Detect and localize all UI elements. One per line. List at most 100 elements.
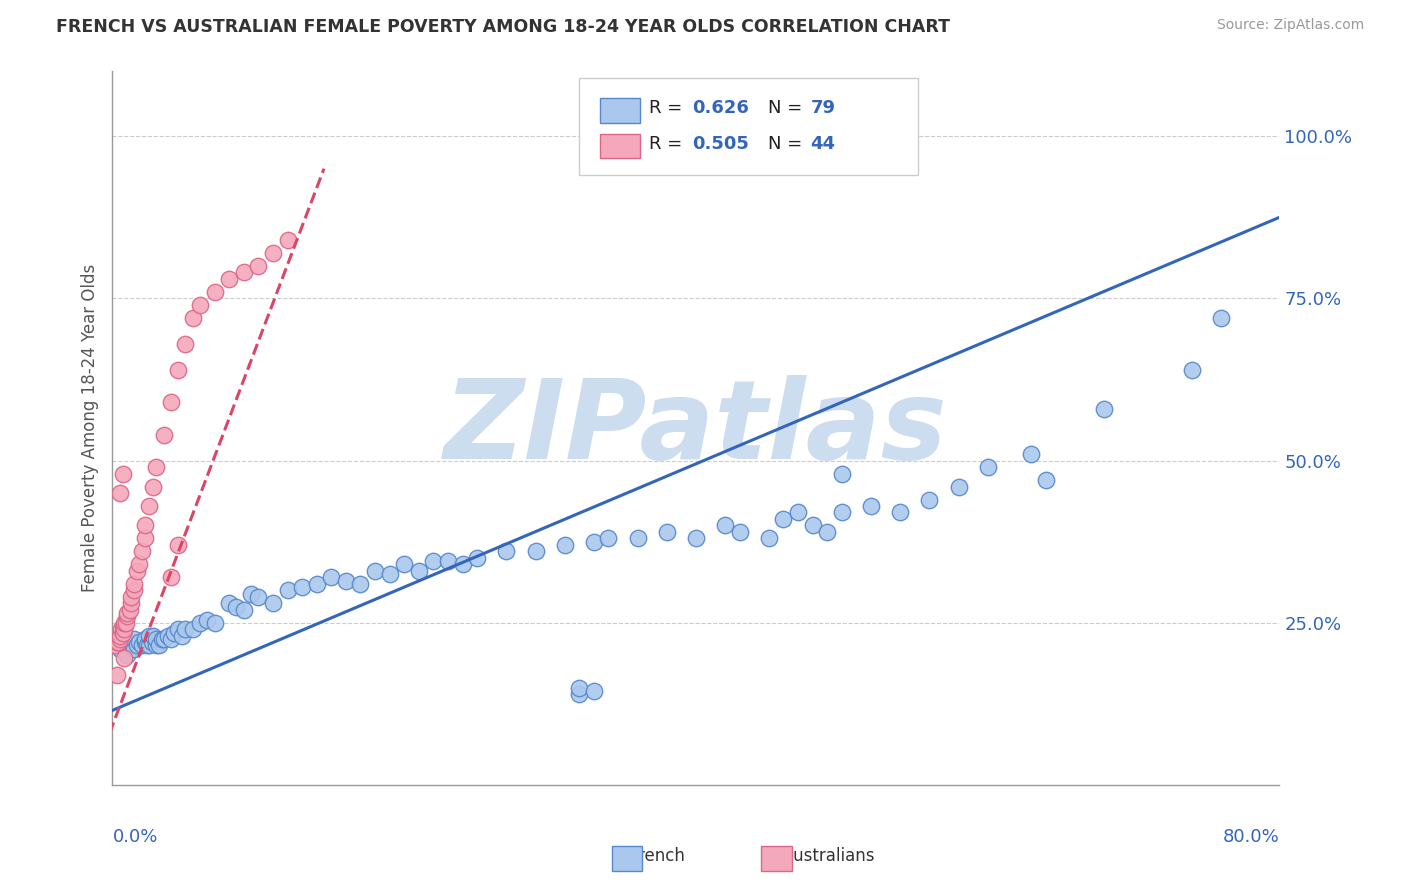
Point [174, 336, 197, 351]
Point [276, 583, 298, 598]
Point [291, 580, 314, 594]
Point [108, 632, 131, 646]
Point [1021, 447, 1043, 461]
Point [134, 518, 156, 533]
Point [758, 532, 780, 546]
Point [138, 499, 160, 513]
Point [831, 506, 853, 520]
Point [465, 550, 488, 565]
Point [110, 622, 132, 636]
Point [948, 479, 970, 493]
Point [134, 635, 156, 649]
Point [105, 635, 128, 649]
Point [115, 609, 138, 624]
Point [167, 622, 190, 636]
Point [408, 564, 430, 578]
Text: Australians: Australians [766, 847, 875, 865]
Point [174, 622, 197, 636]
FancyBboxPatch shape [612, 847, 643, 871]
Point [160, 395, 183, 409]
Point [335, 574, 357, 588]
Point [152, 427, 174, 442]
Point [598, 532, 620, 546]
Point [108, 486, 131, 500]
FancyBboxPatch shape [579, 78, 918, 175]
Point [118, 639, 141, 653]
Point [127, 639, 149, 653]
Point [124, 641, 146, 656]
Point [112, 622, 135, 636]
Point [145, 639, 167, 653]
Text: N =: N = [768, 100, 808, 118]
Point [163, 625, 186, 640]
Point [495, 544, 517, 558]
Point [232, 265, 254, 279]
Text: 0.0%: 0.0% [112, 828, 157, 846]
Point [889, 506, 911, 520]
Point [138, 639, 160, 653]
Point [437, 554, 460, 568]
Point [160, 632, 183, 646]
Point [172, 629, 194, 643]
Point [655, 524, 678, 539]
FancyBboxPatch shape [600, 98, 640, 123]
Text: 80.0%: 80.0% [1223, 828, 1279, 846]
Point [1094, 401, 1116, 416]
Point [112, 639, 135, 653]
Point [918, 492, 941, 507]
Point [115, 648, 138, 663]
Text: FRENCH VS AUSTRALIAN FEMALE POVERTY AMONG 18-24 YEAR OLDS CORRELATION CHART: FRENCH VS AUSTRALIAN FEMALE POVERTY AMON… [56, 18, 950, 36]
Point [108, 629, 131, 643]
Point [801, 518, 824, 533]
Point [568, 687, 591, 701]
Point [349, 577, 371, 591]
Point [156, 629, 179, 643]
Point [120, 590, 142, 604]
Point [1035, 473, 1057, 487]
Point [148, 639, 170, 653]
Point [554, 538, 576, 552]
Point [831, 467, 853, 481]
Point [262, 246, 284, 260]
Text: 0.626: 0.626 [693, 100, 749, 118]
Point [247, 590, 270, 604]
Point [305, 577, 328, 591]
Point [112, 615, 135, 630]
Point [524, 544, 547, 558]
Text: R =: R = [650, 100, 689, 118]
Point [195, 613, 218, 627]
Text: ZIPatlas: ZIPatlas [444, 375, 948, 482]
Point [107, 635, 129, 649]
Text: French: French [614, 847, 685, 865]
Point [262, 596, 284, 610]
Text: R =: R = [650, 136, 689, 153]
Point [204, 615, 226, 630]
Point [582, 534, 605, 549]
Point [772, 512, 794, 526]
Point [225, 599, 247, 614]
Point [167, 538, 190, 552]
Point [714, 518, 737, 533]
Point [160, 570, 183, 584]
Point [728, 524, 751, 539]
Point [364, 564, 387, 578]
Point [568, 681, 591, 695]
Point [124, 577, 146, 591]
Point [142, 629, 165, 643]
Point [378, 567, 401, 582]
Text: Source: ZipAtlas.com: Source: ZipAtlas.com [1216, 18, 1364, 32]
Point [120, 635, 142, 649]
Point [232, 603, 254, 617]
Point [108, 641, 131, 656]
Point [128, 558, 150, 572]
Point [218, 596, 240, 610]
Point [167, 363, 190, 377]
FancyBboxPatch shape [600, 134, 640, 159]
Point [204, 285, 226, 299]
Point [131, 544, 153, 558]
Point [218, 272, 240, 286]
Point [111, 619, 134, 633]
Point [1181, 363, 1204, 377]
Point [138, 629, 160, 643]
Text: N =: N = [768, 136, 808, 153]
